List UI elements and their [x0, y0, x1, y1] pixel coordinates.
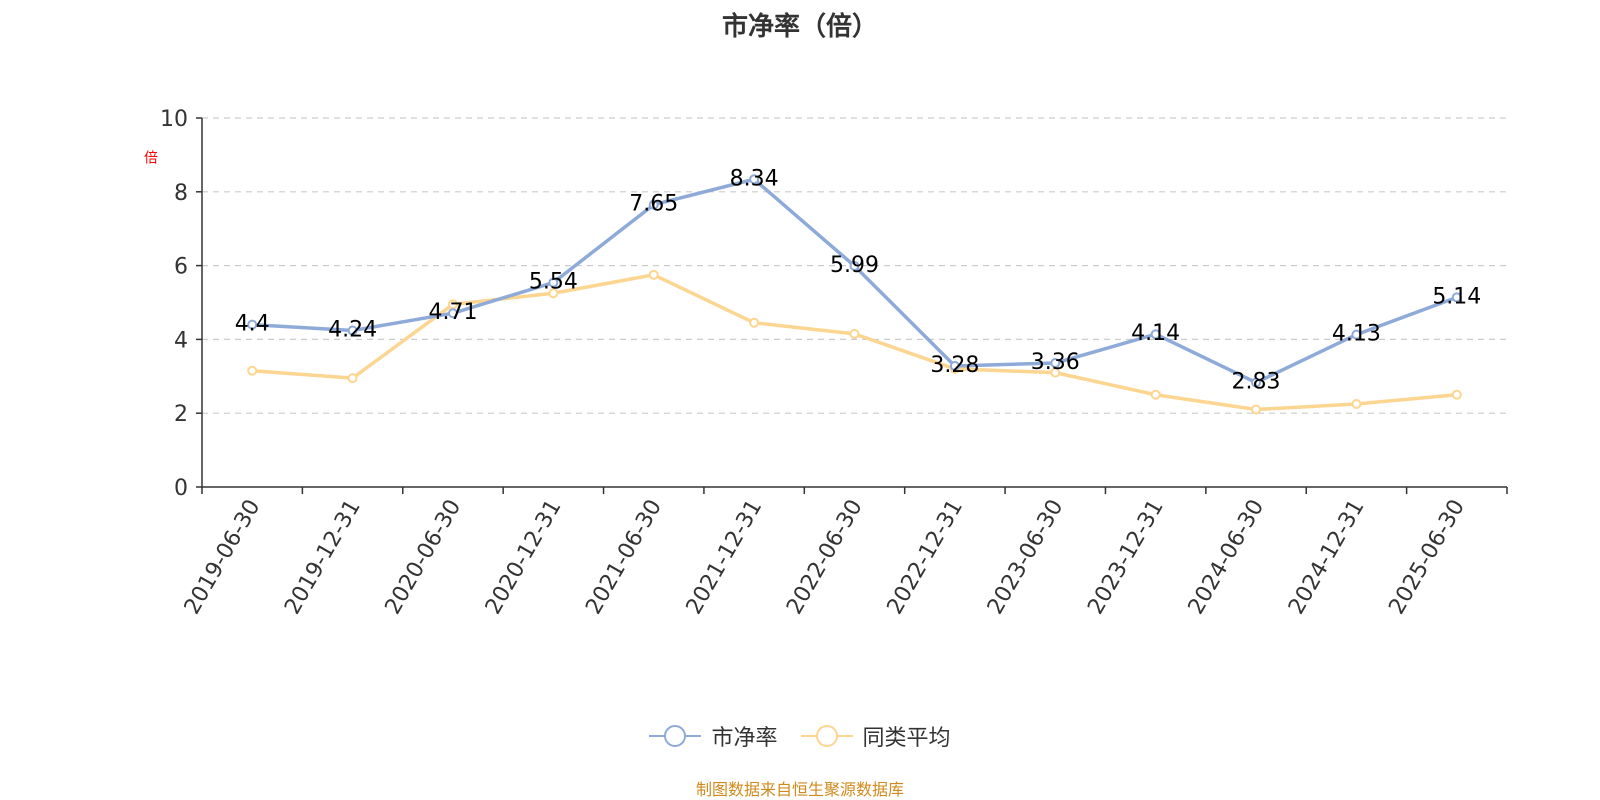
legend-swatch-series-2-icon: [800, 724, 853, 748]
legend-label-series-1: 市净率: [711, 726, 778, 751]
x-tick-label: 2023-12-31: [1083, 496, 1169, 619]
x-tick-label: 2024-12-31: [1284, 496, 1370, 619]
series-1-point: [1351, 329, 1362, 340]
y-tick-label: 6: [174, 255, 188, 280]
x-tick-label: 2024-06-30: [1184, 496, 1270, 619]
legend-label-series-2: 同类平均: [862, 726, 951, 751]
series-2-point: [1150, 389, 1161, 400]
series-1-point: [347, 325, 358, 336]
x-tick-label: 2020-12-31: [481, 496, 567, 619]
series-1-point: [648, 199, 659, 210]
data-label: 5.99: [830, 253, 879, 278]
x-tick-label: 2025-06-30: [1384, 496, 1470, 619]
data-label: 4.71: [428, 300, 477, 325]
series-1-point: [849, 260, 860, 271]
x-tick-label: 2019-06-30: [180, 496, 266, 619]
series-1-point: [1150, 329, 1161, 340]
series-2-point: [749, 317, 760, 328]
data-source-note: 制图数据来自恒生聚源数据库: [695, 780, 904, 799]
y-tick-label: 4: [174, 328, 188, 353]
chart-title: 市净率（倍）: [721, 12, 878, 42]
series-2-point: [1351, 398, 1362, 409]
series-2-point: [247, 365, 258, 376]
data-labels: 4.4 4.24 4.71 5.54 7.65 8.34 5.99 3.28 3.36 4.14 2…: [235, 166, 1482, 394]
y-tick-label: 10: [160, 107, 188, 132]
series-1-point: [1050, 358, 1061, 369]
series-2-point: [1451, 389, 1462, 400]
x-tick-label: 2022-12-31: [883, 496, 969, 619]
x-tick-label: 2022-06-30: [782, 496, 868, 619]
data-label: 3.36: [1031, 350, 1080, 375]
series-2-point: [1251, 404, 1262, 415]
x-tick-label: 2023-06-30: [983, 496, 1069, 619]
series-2-point: [548, 288, 559, 299]
series-1-point: [949, 360, 960, 371]
data-label: 4.4: [235, 312, 270, 337]
y-tick-label: 0: [174, 476, 188, 501]
y-axis-unit-label: 倍: [142, 150, 158, 164]
legend-item-series-2[interactable]: 同类平均: [800, 720, 951, 752]
data-label: 4.14: [1131, 321, 1180, 346]
data-label: 7.65: [629, 192, 678, 217]
data-label: 8.34: [730, 166, 779, 191]
series-1-point: [548, 277, 559, 288]
data-label: 5.14: [1432, 284, 1481, 309]
series-1-point: [447, 308, 458, 319]
x-tick-label: 2021-06-30: [581, 496, 667, 619]
axes: [201, 118, 1507, 488]
series-line-1: [252, 177, 1458, 385]
data-label: 4.24: [328, 318, 377, 343]
series-1-point: [749, 174, 760, 185]
x-tick-label: 2019-12-31: [280, 496, 366, 619]
legend[interactable]: 市净率 同类平均: [0, 720, 1600, 754]
series-1-point: [247, 319, 258, 330]
data-label: 4.13: [1332, 322, 1381, 347]
x-tick-label: 2021-12-31: [682, 496, 768, 619]
y-tick-label: 2: [174, 402, 188, 427]
series-2-point: [1050, 367, 1061, 378]
series-points: [247, 174, 1462, 415]
series-1-point: [1451, 292, 1462, 303]
legend-swatch-series-1-icon: [649, 724, 702, 748]
series-2-point: [849, 328, 860, 339]
series-2-point: [648, 269, 659, 280]
series-1-point: [1251, 377, 1262, 388]
x-tick-label: 2020-06-30: [381, 496, 467, 619]
data-label: 2.83: [1232, 370, 1281, 395]
legend-item-series-1[interactable]: 市净率: [649, 720, 778, 752]
series-2-point: [347, 373, 358, 384]
data-label: 5.54: [529, 270, 578, 295]
y-tick-label: 8: [174, 181, 188, 206]
data-label: 3.28: [930, 353, 979, 378]
